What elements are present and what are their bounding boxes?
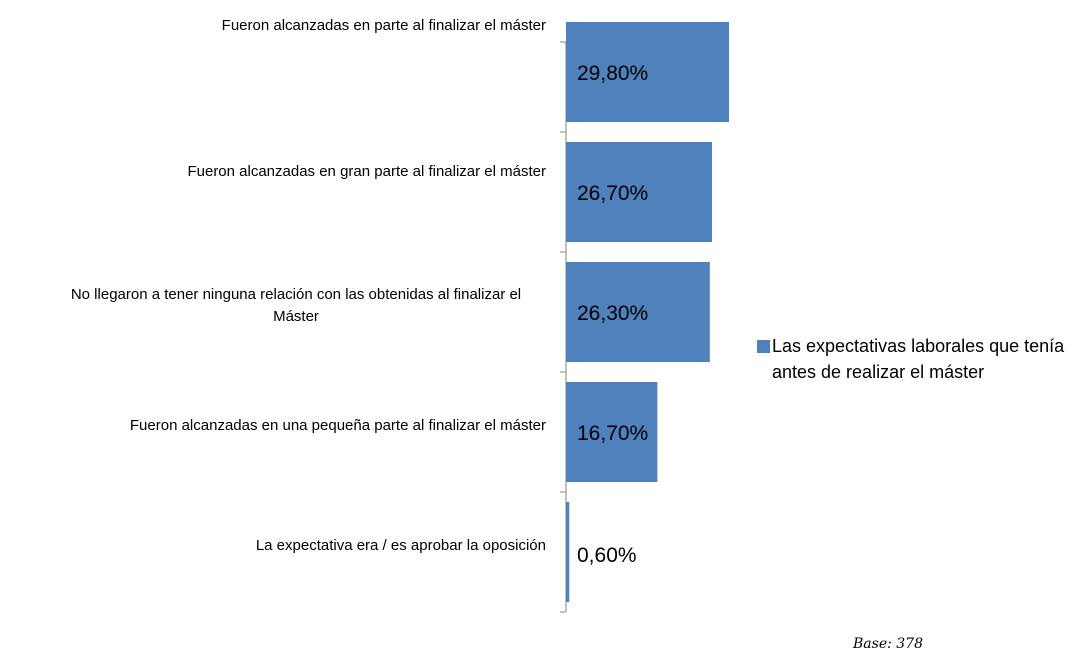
data-label: 26,70% [577, 182, 649, 205]
category-text: Fueron alcanzadas en parte al finalizar … [221, 17, 546, 34]
data-label: 26,30% [577, 302, 649, 325]
bar [566, 22, 729, 122]
bar [566, 262, 710, 362]
y-tick-label: Fueron alcanzadas en gran parte al final… [6, 161, 546, 183]
data-label: 16,70% [577, 422, 649, 445]
bar [566, 382, 658, 482]
y-tick-label: Fueron alcanzadas en parte al finalizar … [6, 15, 546, 37]
y-tick-label: Fueron alcanzadas en una pequeña parte a… [6, 415, 546, 437]
annotation: Base: 378 [853, 636, 923, 652]
category-text: Fueron alcanzadas en gran parte al final… [187, 163, 546, 180]
category-text: Fueron alcanzadas en una pequeña parte a… [129, 417, 546, 434]
category-text: La expectativa era / es aprobar la oposi… [255, 537, 546, 554]
bar [566, 142, 713, 242]
category-text: No llegaron a tener ninguna relación con… [70, 286, 522, 325]
bar [566, 502, 570, 602]
y-tick-label: No llegaron a tener ninguna relación con… [6, 284, 546, 328]
data-label: 29,80% [577, 62, 649, 85]
legend-swatch [757, 340, 770, 353]
y-tick-label: La expectativa era / es aprobar la oposi… [6, 535, 546, 557]
legend-label: Las expectativas laborales que tenía ant… [772, 336, 1065, 382]
data-label: 0,60% [577, 544, 637, 567]
